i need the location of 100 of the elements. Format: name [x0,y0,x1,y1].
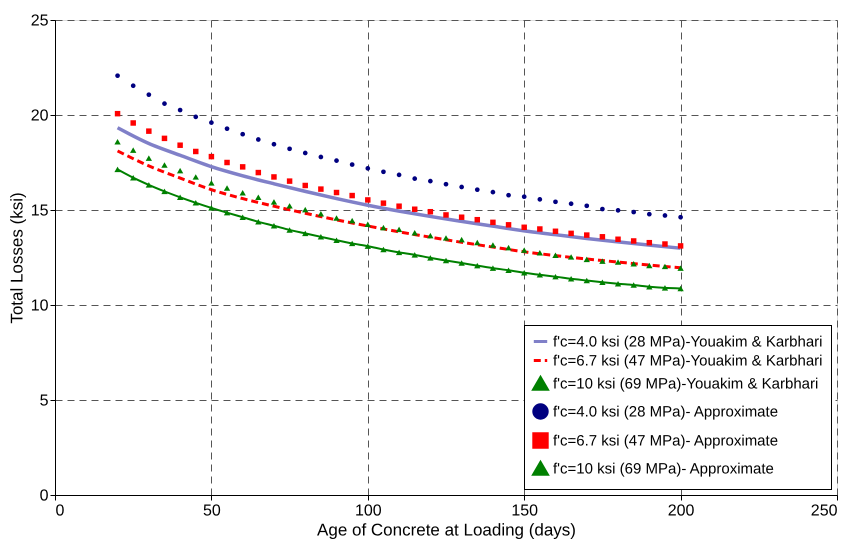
point [568,276,574,282]
point [364,222,371,227]
point [600,234,606,240]
point [646,212,652,217]
legend-label: f'c=4.0 ksi (28 MPa)-Youakim & Karbhari [553,334,823,350]
point [255,219,262,225]
point [458,214,464,220]
legend-label: f'c=10 ksi (69 MPa)- Approximate [553,460,774,478]
point [380,224,387,230]
point [631,210,636,214]
point [193,148,198,154]
y-tick-label: 20 [30,108,49,124]
point [255,194,262,200]
x-tick-label: 0 [56,502,64,520]
point [521,224,527,230]
point [552,228,558,234]
point [630,261,637,267]
point [505,267,512,273]
point [630,238,636,244]
point [600,206,605,212]
point [474,240,480,246]
point [646,240,652,246]
point [256,137,261,142]
point [318,186,324,192]
point [162,101,167,106]
point [442,235,450,241]
point [302,206,308,212]
point [599,279,606,285]
point [677,265,684,271]
point [506,222,512,228]
point [428,208,434,214]
point [474,187,480,192]
point [365,197,371,203]
x-tick-label: 150 [511,502,538,520]
point [286,203,293,209]
point [412,230,418,236]
legend-label: f'c=6.7 ksi (47 MPa)-Youakim & Karbhari [553,352,823,370]
point [208,154,214,160]
point [459,184,464,190]
point [176,168,184,174]
point [130,83,136,88]
point [662,241,668,247]
point [662,213,668,218]
point [256,170,262,176]
point [350,162,355,167]
point [584,278,590,284]
y-axis-title: Total Losses (ksi) [8,192,27,324]
point [224,160,230,166]
point [568,230,574,236]
point [536,250,543,256]
point [662,285,668,291]
point [161,188,168,194]
point [286,227,293,233]
point [412,206,418,212]
point [662,264,668,270]
x-tick-label: 100 [354,502,382,520]
point [162,136,168,142]
point [458,236,465,242]
point [146,92,152,98]
point [677,286,684,292]
point [381,169,386,174]
point [427,255,434,261]
point [240,190,246,196]
point [474,216,480,222]
point [192,200,199,206]
point [505,244,512,250]
point [458,260,465,266]
point [614,259,622,265]
point [114,110,120,116]
point [302,230,308,236]
line-series [116,126,682,250]
point [536,272,543,278]
point [537,226,543,232]
point [630,282,637,288]
point [506,192,511,198]
point [349,192,355,198]
y-tick-label: 15 [30,202,49,220]
point [521,247,528,253]
point [130,174,136,180]
point [474,262,480,268]
point [287,146,292,152]
point [412,252,418,258]
point [537,197,542,202]
point [427,232,434,238]
point [192,174,199,180]
y-tick-label: 10 [30,298,49,314]
point [114,166,121,172]
point [318,211,324,217]
x-axis-title: Age of Concrete at Loading (days) [317,520,576,540]
point [270,223,278,229]
point [115,73,120,78]
point [678,243,684,249]
y-tick-label: 5 [40,392,49,410]
point [521,270,528,276]
point [678,214,683,220]
point [442,258,450,264]
legend-label: f'c=4.0 ksi (28 MPa)- Approximate [553,404,778,420]
point [443,212,449,218]
point [209,120,214,125]
point [380,246,387,252]
